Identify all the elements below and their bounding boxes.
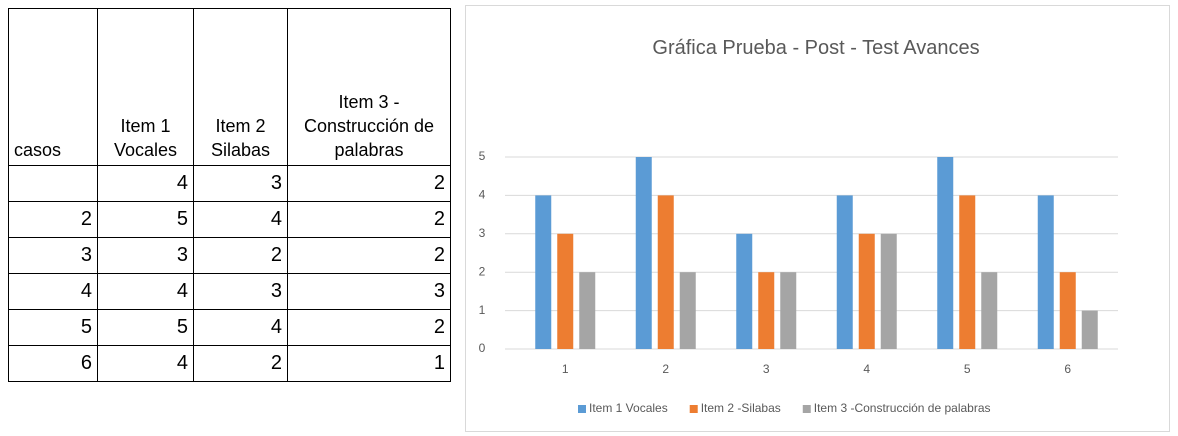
table-cell: [8, 165, 98, 202]
legend-label: Item 2 -Silabas: [701, 401, 781, 415]
bar: [579, 272, 596, 349]
bar: [1059, 272, 1076, 349]
table-cell: 2: [193, 237, 288, 274]
bar: [535, 195, 552, 349]
bar: [1037, 195, 1054, 349]
legend-label: Item 3 -Construcción de palabras: [814, 401, 991, 415]
bar: [836, 195, 853, 349]
bar: [557, 233, 574, 349]
table-cell: 2: [287, 309, 451, 346]
legend-swatch: [689, 405, 698, 413]
table-cell: 2: [193, 345, 288, 382]
bar: [959, 195, 976, 349]
bar: [937, 157, 954, 349]
table-cell: 4: [97, 345, 194, 382]
header-cell: casos: [8, 8, 98, 166]
y-tick-label: 2: [479, 264, 486, 278]
table-cell: 5: [97, 309, 194, 346]
bar: [736, 233, 753, 349]
x-tick-label: 5: [964, 362, 971, 376]
bar: [758, 272, 775, 349]
header-cell: Item 1 Vocales: [97, 8, 194, 166]
bar: [880, 233, 897, 349]
table-cell: 3: [97, 237, 194, 274]
legend-label: Item 1 Vocales: [589, 401, 668, 415]
table-cell: 3: [193, 165, 288, 202]
x-tick-label: 6: [1064, 362, 1071, 376]
table-cell: 3: [287, 273, 451, 310]
table-cell: 2: [287, 165, 451, 202]
x-tick-label: 2: [662, 362, 669, 376]
table-cell: 4: [97, 165, 194, 202]
chart-panel: Gráfica Prueba - Post - Test Avances: [465, 5, 1170, 432]
table-cell: 4: [8, 273, 98, 310]
x-tick-label: 1: [562, 362, 569, 376]
legend-swatch: [578, 405, 586, 413]
table-cell: 2: [287, 237, 451, 274]
table-cell: 6: [8, 345, 98, 382]
table-cell: 5: [97, 201, 194, 238]
table-cell: 1: [287, 345, 451, 382]
table-cell: 3: [193, 273, 288, 310]
header-cell: Item 2 Silabas: [193, 8, 288, 166]
legend-swatch: [802, 405, 811, 413]
y-tick-label: 0: [479, 341, 486, 355]
bar: [780, 272, 797, 349]
bar: [858, 233, 875, 349]
x-tick-label: 4: [863, 362, 870, 376]
bar: [635, 157, 652, 349]
y-tick-label: 5: [479, 149, 486, 163]
bar: [657, 195, 674, 349]
chart-title: Gráfica Prueba - Post - Test Avances: [652, 37, 980, 59]
x-tick-label: 3: [763, 362, 770, 376]
bar: [981, 272, 998, 349]
table-cell: 5: [8, 309, 98, 346]
y-tick-label: 1: [479, 303, 486, 317]
y-tick-label: 4: [479, 188, 486, 202]
table-cell: 2: [8, 201, 98, 238]
bar: [679, 272, 696, 349]
y-tick-label: 3: [479, 226, 486, 240]
header-row: casos Item 1 Vocales Item 2 Silabas Item 3 …: [8, 8, 451, 166]
data-table: casos Item 1 Vocales Item 2 Silabas Item 3 …: [8, 8, 451, 382]
header-cell: Item 3 - Construcción de palabras: [287, 8, 451, 166]
bar: [1081, 310, 1098, 349]
